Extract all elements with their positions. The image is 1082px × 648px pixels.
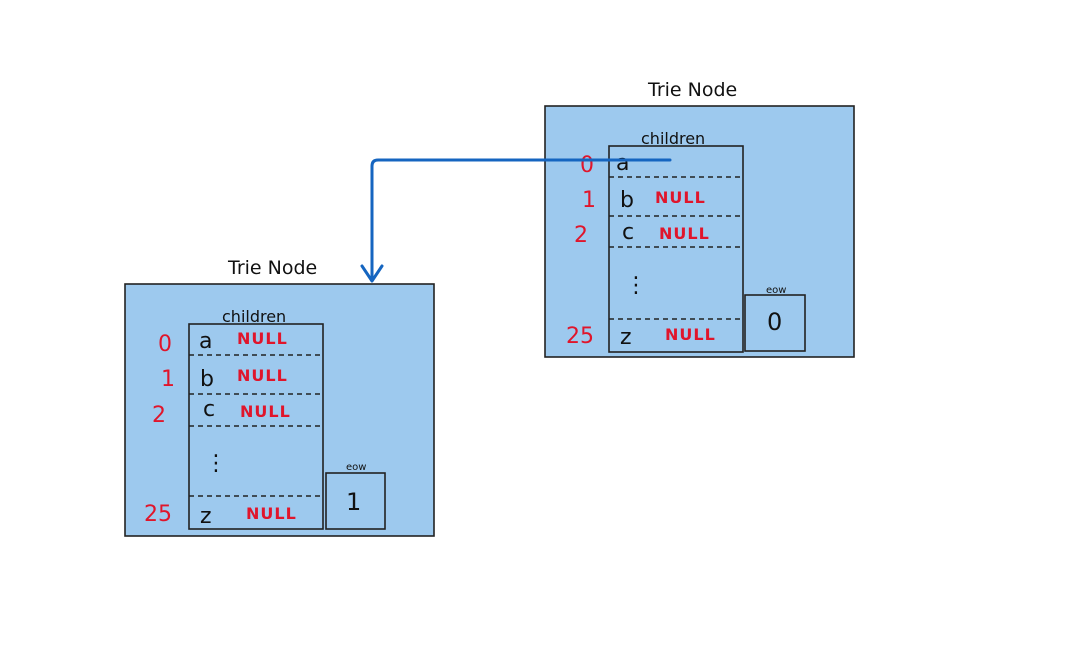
ellipsis: ⋮: [205, 451, 227, 476]
children-label: children: [641, 129, 705, 148]
row-index: 1: [161, 367, 175, 392]
children-array: children 0 a 1 b NULL 2 c NULL ⋮ 25 z NU…: [566, 129, 744, 353]
row-letter: c: [203, 397, 215, 422]
row-null-value: NULL: [240, 402, 291, 421]
children-box: [608, 145, 744, 353]
eow-value: 0: [767, 308, 782, 336]
eow-label: eow: [766, 285, 786, 296]
pointer-line: [370, 158, 672, 282]
children-array: children 0 a NULL 1 b NULL 2 c NULL ⋮ 25…: [144, 307, 324, 530]
row-null-value: NULL: [246, 504, 297, 523]
node-title: Trie Node: [227, 257, 317, 279]
row-letter: z: [620, 325, 632, 350]
row-index: 2: [574, 223, 588, 248]
eow-field: eow 0: [744, 285, 806, 352]
node-title: Trie Node: [647, 79, 737, 101]
row-index: 2: [152, 403, 166, 428]
child-pointer-arrow: [360, 158, 672, 283]
row-letter: b: [200, 367, 214, 392]
row-null-value: NULL: [237, 329, 288, 348]
arrowhead-icon: [360, 264, 384, 283]
trie-node-2: Trie Node children 0 a NULL 1 b NULL 2 c…: [124, 257, 435, 537]
row-index: 25: [566, 324, 594, 349]
eow-label: eow: [346, 462, 366, 473]
row-null-value: NULL: [237, 366, 288, 385]
eow-box: [744, 294, 806, 352]
row-index: 0: [580, 153, 594, 178]
row-letter: a: [199, 329, 212, 354]
children-label: children: [222, 307, 286, 326]
trie-node-1: Trie Node children 0 a 1 b NULL 2 c NULL…: [544, 79, 855, 358]
row-letter: a: [616, 151, 629, 176]
eow-box: [325, 472, 386, 530]
row-null-value: NULL: [659, 224, 710, 243]
row-index: 25: [144, 502, 172, 527]
ellipsis: ⋮: [625, 273, 647, 298]
row-index: 1: [582, 188, 596, 213]
row-letter: c: [622, 220, 634, 245]
row-letter: z: [200, 504, 212, 529]
row-index: 0: [158, 332, 172, 357]
eow-value: 1: [346, 488, 361, 516]
row-null-value: NULL: [655, 188, 706, 207]
eow-field: eow 1: [325, 462, 386, 530]
row-letter: b: [620, 188, 634, 213]
row-null-value: NULL: [665, 325, 716, 344]
